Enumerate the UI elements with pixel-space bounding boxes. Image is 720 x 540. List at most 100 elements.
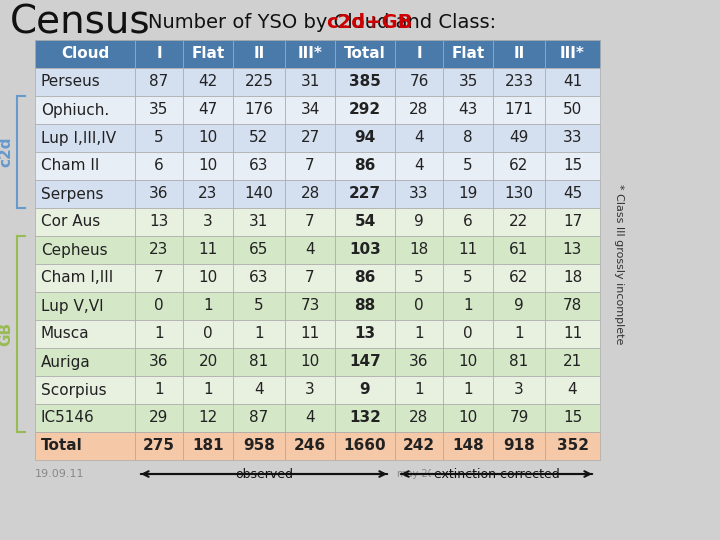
Bar: [443, 208, 493, 236]
Bar: [443, 68, 493, 96]
Bar: [443, 348, 493, 376]
Text: 11: 11: [459, 242, 477, 258]
Text: 13: 13: [354, 327, 376, 341]
Bar: [233, 376, 285, 404]
Bar: [35, 320, 135, 348]
Text: Scorpius: Scorpius: [41, 382, 107, 397]
Text: 36: 36: [409, 354, 428, 369]
Bar: [285, 152, 335, 180]
Text: 31: 31: [300, 75, 320, 90]
Bar: [335, 208, 395, 236]
Bar: [545, 320, 600, 348]
Text: 43: 43: [459, 103, 477, 118]
Text: 76: 76: [409, 75, 428, 90]
Bar: [443, 432, 493, 460]
Bar: [285, 348, 335, 376]
Text: 918: 918: [503, 438, 535, 454]
Text: 3: 3: [305, 382, 315, 397]
Bar: [285, 208, 335, 236]
Text: Cepheus: Cepheus: [41, 242, 107, 258]
Text: 4: 4: [414, 159, 424, 173]
Text: III*: III*: [297, 46, 323, 62]
Bar: [183, 348, 233, 376]
Text: 7: 7: [305, 214, 315, 230]
Text: 27: 27: [300, 131, 320, 145]
Bar: [135, 124, 183, 152]
Bar: [443, 320, 493, 348]
Text: 31: 31: [249, 214, 269, 230]
Bar: [183, 264, 233, 292]
Text: 0: 0: [203, 327, 213, 341]
Text: 225: 225: [245, 75, 274, 90]
Bar: [493, 180, 545, 208]
Bar: [545, 152, 600, 180]
Text: 1: 1: [154, 382, 164, 397]
Text: 1: 1: [514, 327, 524, 341]
Bar: [395, 180, 443, 208]
Bar: [493, 404, 545, 432]
Text: 21: 21: [563, 354, 582, 369]
Bar: [135, 152, 183, 180]
Bar: [135, 96, 183, 124]
Bar: [285, 320, 335, 348]
Text: Flat: Flat: [192, 46, 225, 62]
Text: 63: 63: [249, 271, 269, 286]
Text: 18: 18: [410, 242, 428, 258]
Text: 385: 385: [349, 75, 381, 90]
Bar: [183, 124, 233, 152]
Text: 15: 15: [563, 410, 582, 426]
Bar: [335, 68, 395, 96]
Bar: [545, 236, 600, 264]
Bar: [395, 40, 443, 68]
Bar: [233, 348, 285, 376]
Text: 9: 9: [414, 214, 424, 230]
Bar: [35, 376, 135, 404]
Bar: [335, 180, 395, 208]
Text: 79: 79: [509, 410, 528, 426]
Text: 5: 5: [254, 299, 264, 314]
Text: 23: 23: [149, 242, 168, 258]
Text: observed: observed: [235, 468, 293, 481]
Bar: [135, 208, 183, 236]
Text: 45: 45: [563, 186, 582, 201]
Text: 352: 352: [557, 438, 588, 454]
Bar: [545, 208, 600, 236]
Text: Total: Total: [344, 46, 386, 62]
Text: Number of YSO by Cloud and Class:: Number of YSO by Cloud and Class:: [148, 12, 503, 31]
Text: Auriga: Auriga: [41, 354, 91, 369]
Text: 78: 78: [563, 299, 582, 314]
Text: 42: 42: [199, 75, 217, 90]
Text: Census: Census: [10, 3, 150, 41]
Bar: [35, 96, 135, 124]
Bar: [135, 292, 183, 320]
Text: 292: 292: [349, 103, 381, 118]
Text: 33: 33: [409, 186, 428, 201]
Text: 242: 242: [403, 438, 435, 454]
Bar: [545, 404, 600, 432]
Bar: [183, 292, 233, 320]
Text: 94: 94: [354, 131, 376, 145]
Text: 41: 41: [563, 75, 582, 90]
Bar: [35, 348, 135, 376]
Bar: [233, 320, 285, 348]
Text: 7: 7: [305, 271, 315, 286]
Bar: [545, 264, 600, 292]
Text: 28: 28: [410, 410, 428, 426]
Bar: [183, 432, 233, 460]
Text: 5: 5: [414, 271, 424, 286]
Text: 23: 23: [198, 186, 217, 201]
Bar: [443, 292, 493, 320]
Bar: [233, 236, 285, 264]
Bar: [135, 376, 183, 404]
Text: 1: 1: [414, 382, 424, 397]
Text: 1: 1: [154, 327, 164, 341]
Text: 15: 15: [563, 159, 582, 173]
Text: 17: 17: [563, 214, 582, 230]
Text: 35: 35: [149, 103, 168, 118]
Text: Serpens: Serpens: [41, 186, 104, 201]
Bar: [443, 96, 493, 124]
Text: 1: 1: [254, 327, 264, 341]
Bar: [233, 180, 285, 208]
Text: 0: 0: [463, 327, 473, 341]
Bar: [493, 208, 545, 236]
